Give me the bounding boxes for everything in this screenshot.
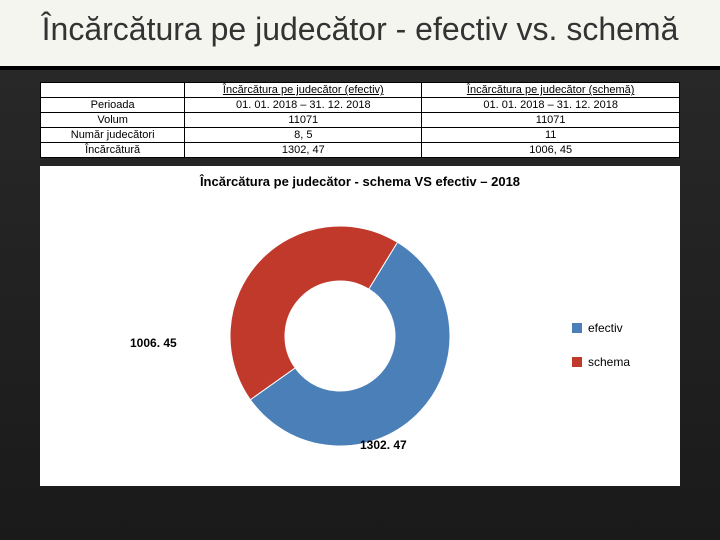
table-cell: Număr judecători — [41, 128, 185, 143]
legend-swatch-icon — [572, 323, 582, 333]
table-cell: 8, 5 — [185, 128, 422, 143]
table-row: Încărcătură 1302, 47 1006, 45 — [41, 143, 680, 158]
table-cell: 01. 01. 2018 – 31. 12. 2018 — [422, 98, 680, 113]
legend-item: efectiv — [572, 321, 630, 335]
table-cell: 11 — [422, 128, 680, 143]
table-cell: 1302, 47 — [185, 143, 422, 158]
table-cell: Volum — [41, 113, 185, 128]
table-cell: Încărcătura pe judecător (efectiv) — [185, 83, 422, 98]
chart-legend: efectiv schema — [572, 321, 630, 389]
table-cell: Perioada — [41, 98, 185, 113]
table-cell: 01. 01. 2018 – 31. 12. 2018 — [185, 98, 422, 113]
slice-label-efectiv: 1302. 47 — [360, 438, 407, 452]
table-cell: 11071 — [185, 113, 422, 128]
table-cell — [41, 83, 185, 98]
legend-label: efectiv — [588, 321, 623, 335]
table-cell: Încărcătură — [41, 143, 185, 158]
slice-label-schema: 1006. 45 — [130, 336, 177, 350]
table-cell: 1006, 45 — [422, 143, 680, 158]
table-cell: Încărcătura pe judecător (schemă) — [422, 83, 680, 98]
slide-title: Încărcătura pe judecător - efectiv vs. s… — [20, 10, 700, 48]
legend-label: schema — [588, 355, 630, 369]
table-row: Număr judecători 8, 5 11 — [41, 128, 680, 143]
table-header-row: Încărcătura pe judecător (efectiv) Încăr… — [41, 83, 680, 98]
table-cell: 11071 — [422, 113, 680, 128]
table-row: Perioada 01. 01. 2018 – 31. 12. 2018 01.… — [41, 98, 680, 113]
title-bar: Încărcătura pe judecător - efectiv vs. s… — [0, 0, 720, 70]
chart-area: Încărcătura pe judecător - schema VS efe… — [40, 166, 680, 486]
donut-chart — [220, 216, 460, 456]
table-row: Volum 11071 11071 — [41, 113, 680, 128]
legend-item: schema — [572, 355, 630, 369]
legend-swatch-icon — [572, 357, 582, 367]
chart-title: Încărcătura pe judecător - schema VS efe… — [40, 166, 680, 189]
data-table: Încărcătura pe judecător (efectiv) Încăr… — [40, 82, 680, 158]
